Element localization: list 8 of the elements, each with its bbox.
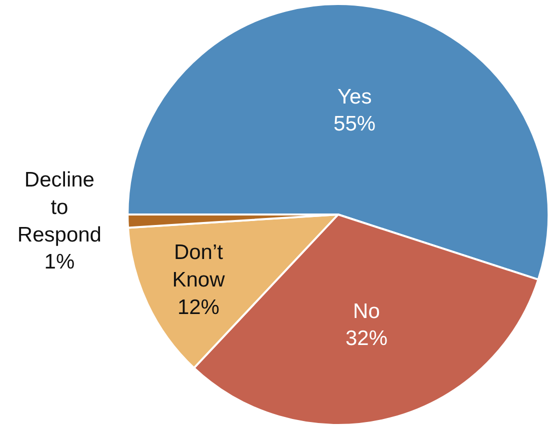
slice-label: No: [353, 300, 380, 323]
slice-label: Yes: [337, 85, 372, 108]
data-label: 12%: [177, 296, 220, 319]
slice-label: Decline to Respond: [17, 168, 102, 246]
slice-label: Don’t Know: [172, 241, 226, 292]
data-label: 55%: [334, 112, 376, 136]
data-label: 32%: [345, 327, 388, 350]
data-label: 1%: [44, 250, 75, 274]
